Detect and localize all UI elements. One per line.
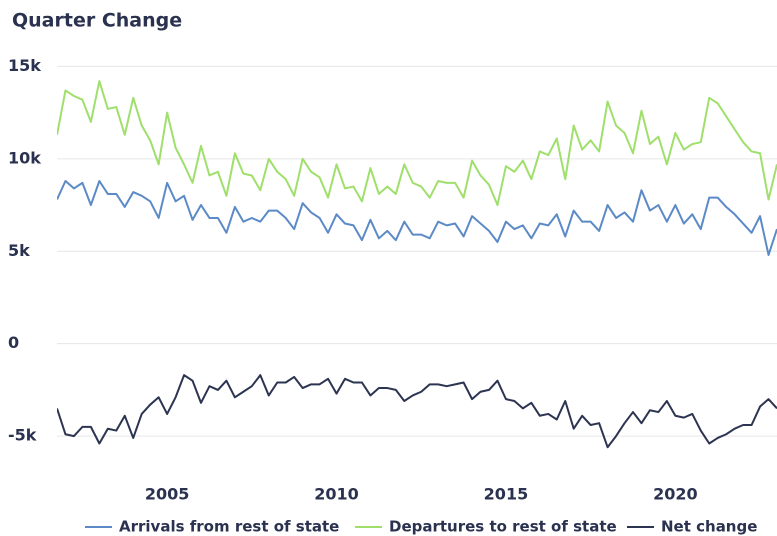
legend-label: Arrivals from rest of state bbox=[119, 518, 339, 536]
plot-area bbox=[57, 80, 777, 449]
x-tick-label: 2015 bbox=[484, 485, 529, 504]
legend-label: Net change bbox=[661, 518, 757, 536]
x-tick-label: 2010 bbox=[314, 485, 359, 504]
grid bbox=[57, 65, 777, 437]
y-tick-label: -5k bbox=[8, 426, 37, 445]
x-tick-label: 2005 bbox=[145, 485, 190, 504]
x-tick-label: 2020 bbox=[653, 485, 698, 504]
legend-label: Departures to rest of state bbox=[389, 518, 617, 536]
series-line bbox=[57, 180, 777, 256]
chart-title: Quarter Change bbox=[12, 10, 182, 32]
y-tick-label: 10k bbox=[8, 148, 41, 167]
y-tick-label: 5k bbox=[8, 241, 30, 260]
y-tick-label: 0 bbox=[8, 333, 19, 352]
series-line bbox=[57, 374, 777, 449]
series-line bbox=[57, 80, 777, 207]
y-tick-label: 15k bbox=[8, 56, 41, 75]
